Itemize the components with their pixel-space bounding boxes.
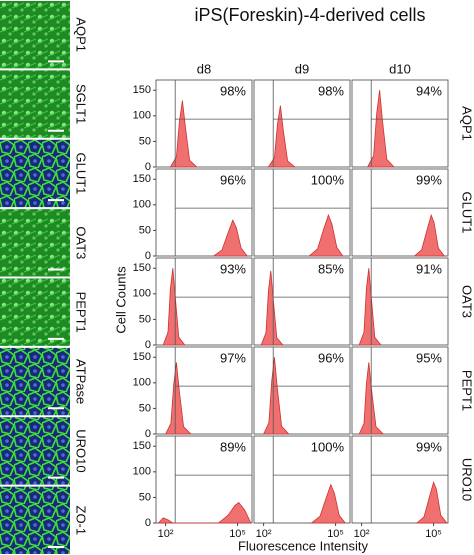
histogram: [366, 90, 395, 168]
gate-percent: 93%: [220, 261, 246, 276]
y-tick-label: 50: [139, 402, 151, 414]
histogram: [308, 213, 344, 257]
y-tick-label: 0: [145, 250, 151, 262]
figure-title: iPS(Foreskin)-4-derived cells: [194, 5, 425, 25]
row-label: AQP1: [460, 106, 474, 141]
gate-percent: 96%: [318, 350, 344, 365]
y-tick-label: 100: [133, 199, 151, 211]
y-tick-label: 50: [139, 135, 151, 147]
image-label: URO10: [74, 429, 89, 472]
column-label: d8: [197, 61, 211, 76]
y-tick-label: 150: [133, 440, 151, 452]
y-tick-label: 100: [133, 288, 151, 300]
plot-frame: [253, 79, 351, 168]
y-tick-label: 0: [145, 161, 151, 173]
histogram: [415, 480, 448, 524]
row-label: OAT3: [460, 285, 474, 318]
gate-percent: 94%: [416, 83, 442, 98]
gate-percent: 96%: [220, 172, 246, 187]
micrograph: [0, 347, 70, 416]
row-label: PEPT1: [460, 370, 474, 411]
gate-percent: 98%: [220, 83, 246, 98]
gate-percent: 98%: [318, 83, 344, 98]
histogram: [262, 357, 290, 435]
histogram: [212, 219, 249, 257]
histogram: [260, 270, 284, 346]
image-label: ZO-1: [74, 506, 89, 536]
gate-percent: 91%: [416, 261, 442, 276]
x-tick-label: 10⁵: [327, 528, 344, 540]
histogram: [413, 213, 446, 257]
y-tick-label: 100: [133, 110, 151, 122]
image-label: AQP1: [74, 17, 89, 52]
y-tick-label: 50: [139, 224, 151, 236]
x-tick-label: 10²: [256, 528, 272, 540]
column-label: d10: [389, 61, 411, 76]
histogram: [310, 483, 347, 524]
x-tick-label: 10²: [158, 528, 174, 540]
histogram: [358, 268, 382, 346]
gate-percent: 85%: [318, 261, 344, 276]
y-tick-label: 100: [133, 466, 151, 478]
image-label: PEPT1: [74, 292, 89, 333]
y-tick-label: 150: [133, 84, 151, 96]
y-axis-label: Cell Counts: [113, 266, 128, 334]
column-label: d9: [295, 61, 309, 76]
plot-frame: [155, 79, 253, 168]
gate-percent: 97%: [220, 350, 246, 365]
x-axis-label: Fluorescence Intensity: [238, 538, 369, 553]
histogram: [162, 268, 186, 346]
y-tick-label: 0: [145, 517, 151, 529]
micrograph: [0, 209, 70, 277]
x-tick-label: 10⁵: [229, 528, 246, 540]
y-tick-label: 150: [133, 173, 151, 185]
y-tick-label: 0: [145, 339, 151, 351]
y-tick-label: 150: [133, 351, 151, 363]
x-tick-label: 10²: [354, 528, 370, 540]
y-tick-label: 50: [139, 491, 151, 503]
plot-frame: [351, 79, 449, 168]
x-tick-label: 10⁵: [425, 528, 442, 540]
image-label: SGLT1: [74, 84, 89, 124]
micrograph: [0, 139, 70, 208]
y-tick-label: 150: [133, 262, 151, 274]
gate-percent: 100%: [311, 172, 345, 187]
plot-frame: [351, 435, 449, 524]
row-label: GLUT1: [460, 192, 474, 234]
gate-percent: 99%: [416, 439, 442, 454]
gate-percent: 100%: [311, 439, 345, 454]
micrograph: [0, 1, 70, 69]
row-label: URO10: [460, 458, 474, 501]
y-tick-label: 100: [133, 377, 151, 389]
histogram: [169, 100, 198, 168]
micrograph: [0, 417, 70, 485]
micrograph: [0, 278, 70, 346]
gate-percent: 99%: [416, 172, 442, 187]
image-label: OAT3: [74, 226, 89, 259]
histogram: [164, 362, 192, 435]
histogram: [267, 105, 296, 168]
image-label: GLUT1: [74, 152, 89, 194]
micrograph: [0, 70, 70, 138]
y-tick-label: 0: [145, 428, 151, 440]
y-tick-label: 50: [139, 313, 151, 325]
micrograph: [0, 486, 70, 554]
image-label: ATPase: [74, 359, 89, 404]
gate-percent: 95%: [416, 350, 442, 365]
gate-percent: 89%: [220, 439, 246, 454]
histogram: [157, 501, 252, 524]
